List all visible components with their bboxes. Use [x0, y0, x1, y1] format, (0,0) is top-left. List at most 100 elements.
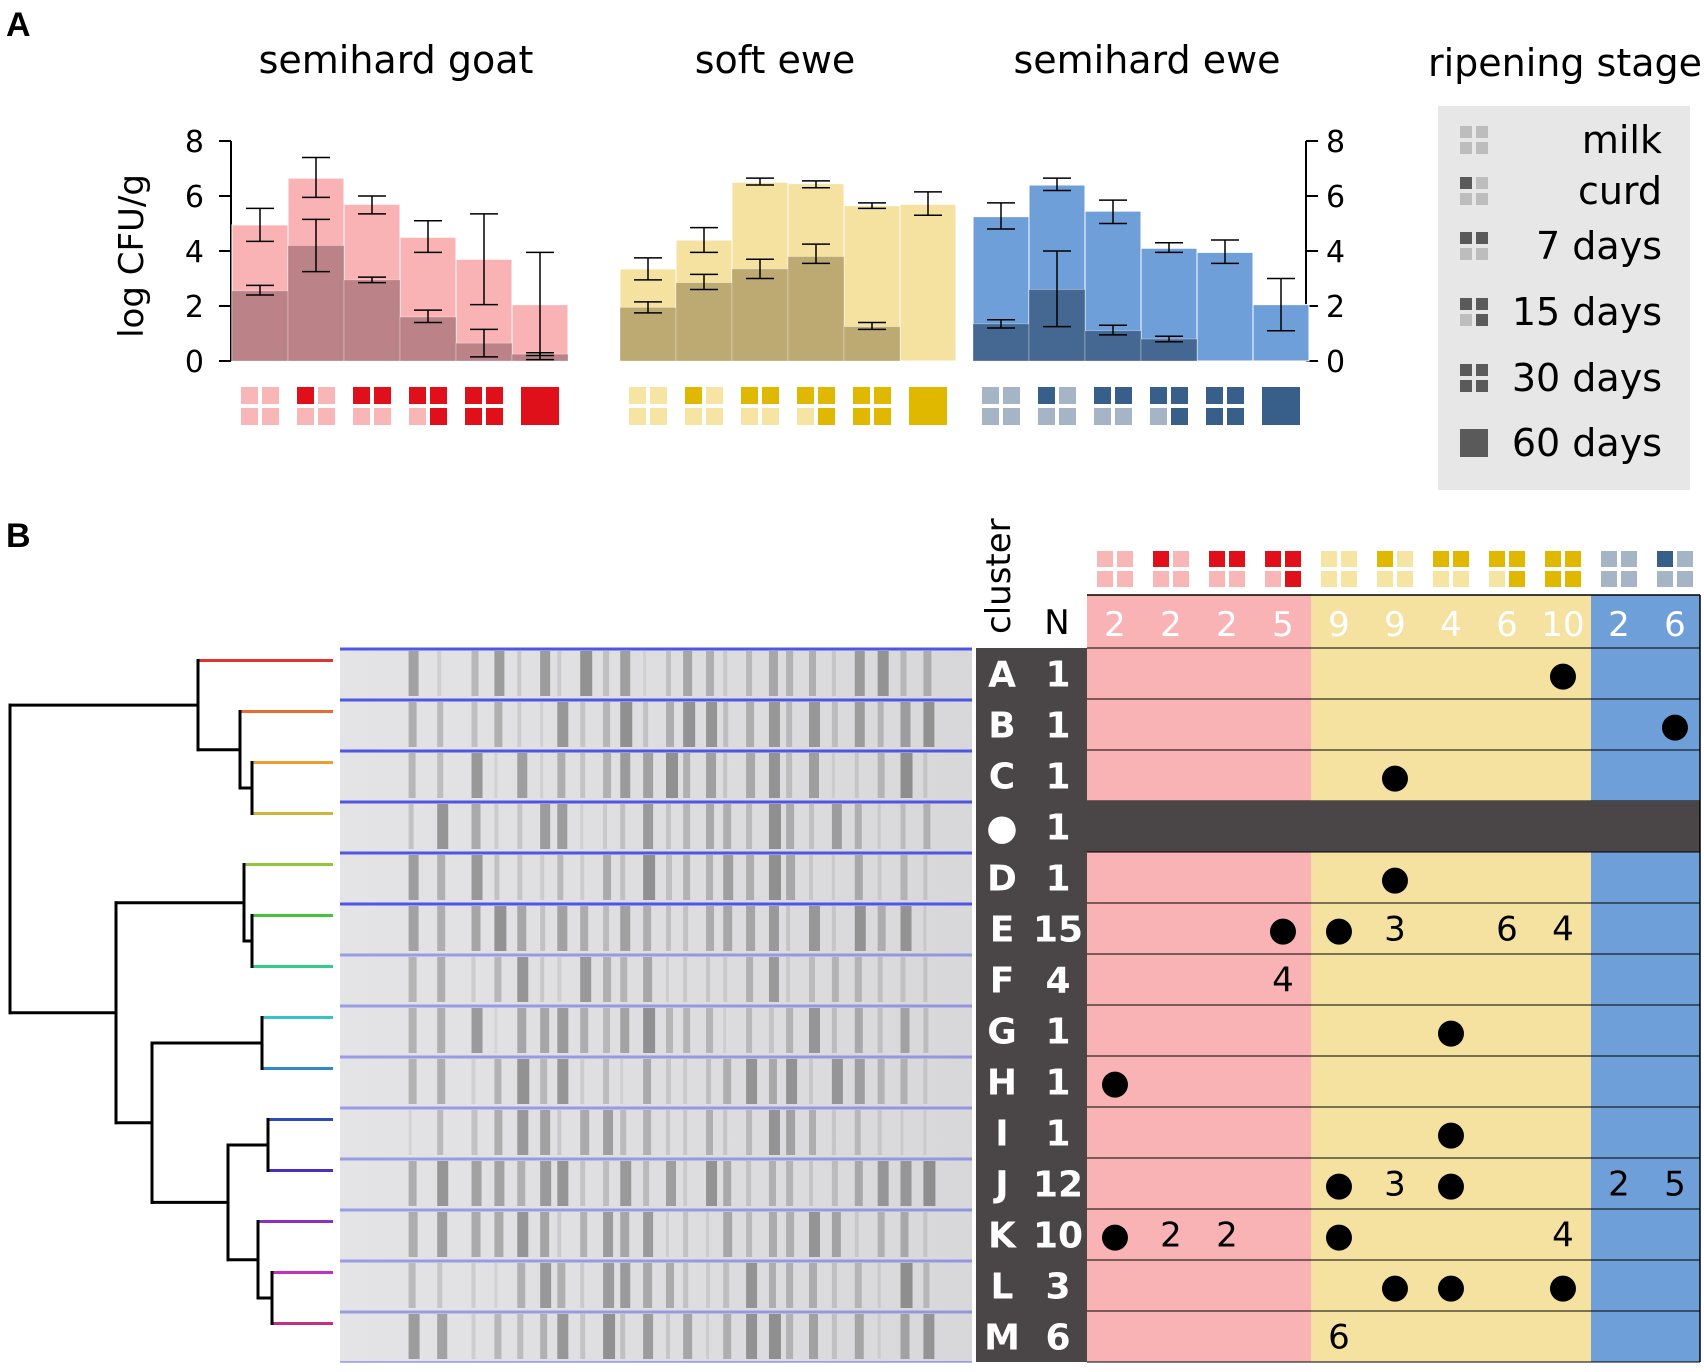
legend-item-label: 7 days: [1536, 224, 1662, 268]
gel-band: [683, 957, 688, 1002]
gel-band: [723, 1314, 732, 1359]
gel-band: [540, 906, 546, 951]
gel-band: [666, 855, 672, 900]
column-n-label: 10: [1541, 605, 1584, 645]
cluster-n: 1: [1045, 1114, 1070, 1155]
gel-band: [666, 651, 671, 696]
table-cell-value: 2: [1608, 1165, 1630, 1205]
gel-band: [666, 1110, 670, 1155]
gel-band: [643, 804, 654, 849]
gel-band: [746, 906, 756, 951]
gel-band: [746, 1314, 758, 1359]
gel-band: [900, 1314, 910, 1359]
table-cell-value: ●: [1100, 1063, 1130, 1103]
gel-band: [471, 1110, 478, 1155]
gel-image: [340, 647, 972, 1363]
gel-band: [471, 702, 478, 747]
table-cell-value: 6: [1328, 1318, 1350, 1358]
gel-band: [923, 1161, 936, 1206]
gel-band: [494, 957, 502, 1002]
gel-band: [768, 1314, 781, 1359]
gel-band: [923, 651, 932, 696]
gel-band: [540, 855, 545, 900]
gel-band: [643, 702, 649, 747]
stage-icon-soft: [909, 387, 947, 425]
gel-band: [786, 651, 794, 696]
gel-band: [768, 957, 779, 1002]
column-background: [1423, 595, 1480, 1362]
table-cell-value: 6: [1496, 910, 1518, 950]
legend-item-label: milk: [1582, 118, 1662, 162]
gel-band: [557, 651, 562, 696]
gel-band: [557, 804, 568, 849]
gel-band: [746, 957, 754, 1002]
legend-item-label: 30 days: [1512, 356, 1662, 400]
column-n-label: 4: [1440, 605, 1462, 645]
gel-band: [683, 855, 691, 900]
gel-band: [471, 1161, 482, 1206]
gel-band: [877, 906, 886, 951]
gel-band: [437, 855, 446, 900]
gel-band: [666, 1212, 669, 1257]
gel-band: [603, 1314, 616, 1359]
gel-band: [517, 1212, 529, 1257]
gel-band: [831, 906, 836, 951]
gel-band: [809, 1008, 820, 1053]
row-label-cell: [976, 852, 1087, 903]
cluster-label: K: [988, 1216, 1017, 1257]
gel-lane: [340, 1158, 972, 1209]
panel-label-b: B: [6, 517, 31, 555]
gel-band: [408, 702, 417, 747]
gel-lane: [340, 954, 972, 1005]
row-label-cell: [976, 1056, 1087, 1107]
gel-band: [877, 1212, 885, 1257]
gel-band: [540, 1110, 551, 1155]
gel-band: [900, 651, 907, 696]
gel-band: [900, 855, 908, 900]
gel-band: [877, 804, 881, 849]
gel-band: [408, 1314, 420, 1359]
legend-icon: [1460, 177, 1488, 205]
stage-icon-semi: [982, 387, 1020, 425]
gel-band: [723, 1212, 733, 1257]
chart-title-semi: semihard ewe: [1013, 38, 1280, 82]
legend-icon: [1460, 364, 1488, 392]
gel-band: [620, 1161, 632, 1206]
stage-icon-goat: [521, 387, 559, 425]
gel-band: [768, 1263, 776, 1308]
gel-band: [706, 1212, 710, 1257]
gel-band: [768, 1110, 780, 1155]
gel-band: [408, 957, 417, 1002]
row-label-cell: [976, 801, 1087, 852]
gel-band: [786, 753, 793, 798]
gel-band: [494, 1212, 504, 1257]
stage-icon-soft: [853, 387, 891, 425]
left-tick-label: 2: [185, 290, 204, 325]
legend-icon: [1460, 232, 1488, 260]
gel-band: [517, 1263, 526, 1308]
n-header: N: [1044, 603, 1069, 643]
right-tick-label: 2: [1326, 290, 1345, 325]
gel-band: [854, 1212, 859, 1257]
gel-band: [603, 804, 608, 849]
legend-title: ripening stage: [1428, 41, 1702, 85]
gel-band: [831, 1212, 841, 1257]
gel-band: [809, 855, 813, 900]
gel-band: [831, 957, 839, 1002]
column-stage-icon: [1545, 551, 1581, 587]
left-tick-label: 0: [185, 345, 204, 380]
gel-band: [900, 753, 913, 798]
gel-band: [494, 651, 505, 696]
bar-upper: [1196, 251, 1254, 362]
stage-icon-semi: [1150, 387, 1188, 425]
gel-band: [786, 1059, 798, 1104]
gel-band: [746, 1263, 758, 1308]
gel-band: [831, 1263, 837, 1308]
table-cell-value: ●: [1324, 1165, 1354, 1205]
gel-band: [683, 804, 691, 849]
left-tick-label: 8: [185, 125, 204, 160]
column-stage-icon: [1657, 551, 1693, 587]
gel-band: [557, 1008, 569, 1053]
gel-band: [786, 1263, 794, 1308]
gel-band: [643, 1008, 656, 1053]
